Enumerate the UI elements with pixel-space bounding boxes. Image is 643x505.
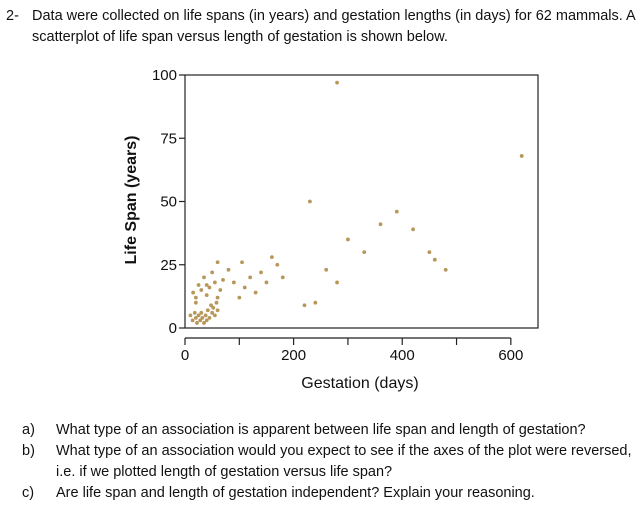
x-tick-label: 0 — [181, 347, 189, 364]
data-point — [188, 313, 193, 318]
data-point — [193, 315, 198, 320]
data-point — [269, 255, 274, 260]
data-point — [202, 275, 206, 280]
data-point — [313, 300, 318, 305]
data-point — [215, 260, 220, 265]
data-point — [248, 275, 253, 280]
plot-frame — [184, 74, 539, 329]
problem-stem: Data were collected on life spans (in ye… — [32, 8, 635, 45]
data-point — [259, 270, 263, 275]
question-c: c) Are life span and length of gestation… — [22, 483, 637, 504]
data-point — [215, 308, 220, 313]
question-label: a) — [22, 422, 35, 438]
y-tick-label: 75 — [160, 130, 177, 147]
data-points — [188, 80, 524, 325]
data-point — [192, 310, 197, 315]
data-point — [394, 209, 399, 214]
data-point — [378, 222, 383, 227]
data-point — [195, 321, 199, 325]
data-point — [199, 310, 204, 315]
data-point — [411, 227, 415, 232]
data-point — [196, 313, 201, 318]
data-point — [308, 199, 312, 204]
data-point — [237, 295, 242, 300]
data-point — [204, 283, 209, 287]
question-text: What type of an association is apparent … — [56, 422, 586, 438]
data-point — [221, 278, 225, 282]
y-tick-label: 50 — [160, 194, 177, 211]
data-point — [198, 318, 203, 323]
x-axis-label: Gestation (days) — [301, 375, 418, 392]
question-a: a) What type of an association is appare… — [22, 420, 637, 441]
data-point — [211, 305, 216, 310]
x-tick-label: 600 — [498, 347, 523, 364]
problem-number: 2- — [6, 8, 19, 24]
data-point — [240, 260, 244, 265]
x-axis: 0 200 400 600 — [181, 337, 523, 364]
data-point — [204, 318, 209, 323]
data-point — [199, 288, 204, 292]
x-tick-label: 400 — [390, 347, 415, 364]
data-point — [209, 303, 213, 308]
data-point — [519, 154, 524, 158]
data-point — [443, 267, 448, 272]
data-point — [191, 290, 196, 295]
data-point — [335, 280, 339, 285]
y-tick-label: 0 — [169, 320, 177, 337]
data-point — [212, 313, 217, 318]
data-point — [203, 313, 208, 318]
question-label: b) — [22, 443, 35, 459]
data-point — [214, 300, 219, 305]
x-tick-label: 200 — [281, 347, 306, 364]
questions-list: a) What type of an association is appare… — [22, 420, 637, 504]
data-point — [210, 270, 215, 275]
data-point — [427, 250, 432, 255]
data-point — [212, 280, 217, 285]
data-point — [218, 288, 223, 292]
data-point — [231, 280, 236, 285]
data-point — [202, 321, 206, 325]
data-point — [432, 257, 437, 262]
data-point — [196, 283, 201, 287]
plot-border — [184, 74, 539, 329]
data-point — [264, 280, 269, 285]
data-point — [207, 285, 212, 290]
y-tick-label: 25 — [160, 257, 177, 274]
data-point — [200, 315, 205, 320]
data-point — [324, 267, 329, 272]
data-point — [362, 250, 367, 255]
question-b: b) What type of an association would you… — [22, 441, 637, 483]
scatterplot: 0 25 50 75 100 0 200 400 600 Gestation (days) L… — [123, 70, 539, 392]
y-axis: 0 25 50 75 100 — [152, 70, 185, 337]
data-point — [275, 262, 280, 267]
data-point — [210, 310, 215, 315]
data-point — [335, 80, 339, 85]
question-text: Are life span and length of gestation in… — [56, 485, 535, 501]
data-point — [205, 308, 210, 313]
data-point — [226, 267, 231, 272]
question-label: c) — [22, 485, 35, 501]
data-point — [204, 293, 209, 298]
data-point — [253, 290, 258, 295]
data-point — [190, 318, 195, 323]
data-point — [346, 237, 350, 242]
data-point — [242, 285, 247, 290]
y-axis-label: Life Span (years) — [123, 136, 140, 265]
data-point — [193, 300, 198, 305]
y-tick-label: 100 — [152, 70, 177, 84]
data-point — [193, 295, 198, 300]
data-point — [207, 315, 212, 320]
data-point — [302, 303, 307, 308]
data-point — [280, 275, 285, 280]
question-text: What type of an association would you ex… — [56, 443, 632, 480]
data-point — [215, 295, 220, 300]
